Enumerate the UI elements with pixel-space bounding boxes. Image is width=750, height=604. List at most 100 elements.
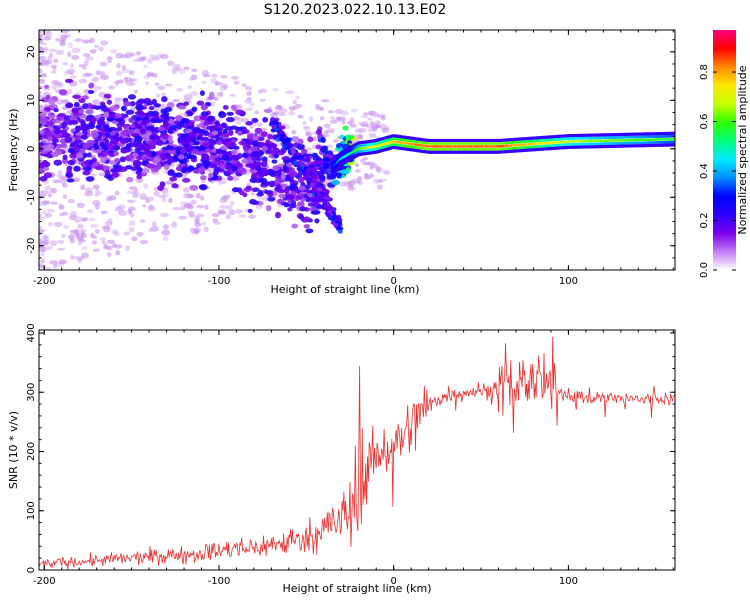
heatmap-cell — [128, 206, 136, 212]
heatmap-cell — [123, 101, 132, 107]
heatmap-cell — [332, 139, 340, 143]
heatmap-cell — [255, 161, 262, 166]
heatmap-cell — [269, 149, 275, 155]
heatmap-cell — [249, 101, 255, 107]
heatmap-cell — [76, 152, 84, 159]
heatmap-cell — [250, 146, 258, 153]
heatmap-cell — [224, 141, 233, 148]
heatmap-cell — [128, 117, 135, 123]
heatmap-cell — [39, 231, 44, 235]
heatmap-cell — [213, 96, 219, 101]
colorbar: 0.0 0.2 0.4 0.6 0.8 Normalized spectral ampl… — [699, 30, 749, 278]
heatmap-cell — [123, 231, 130, 236]
heatmap-cell — [326, 206, 332, 211]
heatmap-cell — [203, 120, 210, 127]
heatmap-cell — [136, 231, 144, 237]
heatmap-cell — [211, 130, 219, 136]
heatmap-cell — [46, 209, 56, 213]
heatmap-cell — [78, 108, 85, 114]
heatmap-cell — [231, 149, 238, 155]
heatmap-cell — [311, 152, 319, 158]
heatmap-cell — [59, 212, 65, 217]
heatmap-cell — [267, 133, 273, 140]
spectrogram-y-tick-label: 20 — [26, 45, 37, 58]
heatmap-cell — [40, 258, 46, 264]
heatmap-cell — [104, 170, 111, 176]
heatmap-cell — [368, 133, 377, 138]
heatmap-cell — [110, 172, 120, 178]
heatmap-cell — [251, 200, 260, 206]
heatmap-cell — [40, 72, 47, 78]
heatmap-cell — [120, 130, 130, 136]
heatmap-cell — [42, 239, 50, 245]
heatmap-cell — [291, 130, 297, 135]
heatmap-cell — [165, 180, 173, 185]
heatmap-cell — [215, 136, 224, 143]
heatmap-cell — [154, 82, 160, 86]
heatmap-cell — [39, 197, 42, 202]
heatmap-cell — [327, 109, 335, 114]
heatmap-cell — [235, 209, 244, 214]
heatmap-cell — [146, 58, 154, 64]
heatmap-cell — [52, 84, 58, 90]
heatmap-cell — [69, 254, 74, 260]
heatmap-cell — [190, 148, 199, 155]
heatmap-cell — [672, 131, 675, 135]
heatmap-cell — [49, 260, 58, 265]
heatmap-cell — [250, 151, 258, 158]
heatmap-cell — [106, 239, 116, 244]
heatmap-cell — [113, 244, 123, 249]
heatmap-cell — [672, 143, 675, 147]
spectrogram-y-tick-label: -20 — [26, 238, 37, 254]
heatmap-cell — [92, 248, 100, 253]
heatmap-cell — [245, 143, 251, 149]
heatmap-cell — [336, 216, 342, 221]
heatmap-cell — [53, 263, 58, 269]
heatmap-cell — [291, 223, 299, 229]
heatmap-cell — [52, 125, 62, 130]
heatmap-cell — [108, 85, 116, 90]
heatmap-cell — [196, 146, 203, 151]
colorbar-tick-label: 0.8 — [699, 64, 710, 80]
heatmap-cell — [40, 161, 49, 167]
heatmap-cell — [141, 133, 150, 139]
heatmap-cell — [231, 154, 238, 160]
heatmap-cell — [220, 149, 227, 155]
heatmap-cell — [95, 165, 104, 171]
heatmap-cell — [278, 112, 286, 117]
heatmap-cell — [366, 161, 375, 166]
heatmap-cell — [295, 95, 300, 100]
heatmap-cell — [103, 165, 110, 172]
heatmap-cell — [57, 170, 63, 175]
heatmap-cell — [258, 150, 265, 156]
heatmap-cell — [42, 87, 51, 92]
heatmap-cell — [102, 151, 110, 156]
heatmap-cell — [148, 204, 154, 210]
heatmap-cell — [42, 144, 49, 151]
spectrogram-x-label: Height of straight line (km) — [270, 283, 419, 296]
heatmap-cell — [80, 229, 87, 233]
heatmap-cell — [78, 78, 88, 84]
heatmap-cell — [49, 103, 58, 110]
heatmap-cell — [281, 156, 290, 161]
heatmap-cell — [39, 68, 43, 74]
heatmap-cell — [52, 58, 59, 63]
heatmap-cell — [113, 231, 120, 237]
heatmap-cell — [98, 172, 105, 177]
heatmap-cell — [357, 127, 367, 133]
heatmap-cell — [99, 237, 107, 241]
heatmap-cell — [323, 123, 332, 129]
heatmap-cell — [339, 169, 349, 175]
heatmap-cell — [180, 201, 187, 206]
heatmap-cell — [89, 217, 96, 222]
heatmap-cell — [65, 102, 74, 109]
heatmap-cell — [60, 176, 68, 180]
heatmap-cell — [67, 42, 73, 49]
snr-series-line — [39, 336, 675, 570]
heatmap-cell — [147, 228, 153, 233]
heatmap-cell — [672, 137, 675, 141]
heatmap-cell — [289, 184, 299, 191]
heatmap-cell — [198, 184, 208, 190]
heatmap-cell — [308, 177, 313, 182]
